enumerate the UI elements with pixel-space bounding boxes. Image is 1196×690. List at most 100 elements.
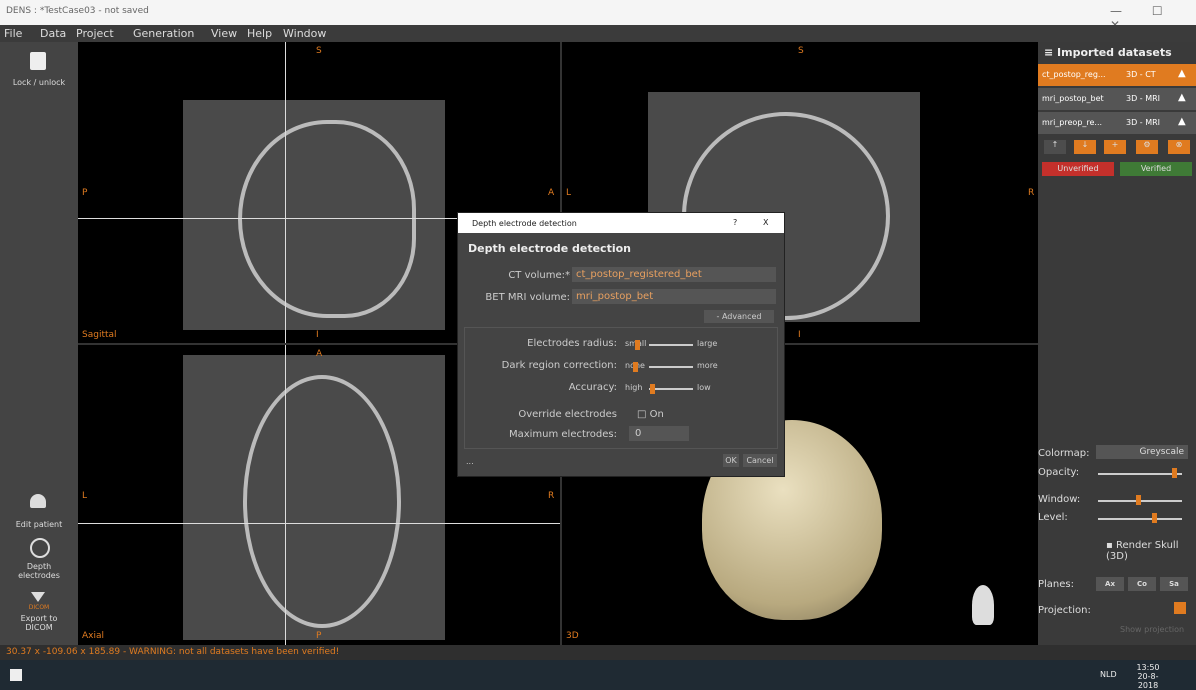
edit-patient-label[interactable]: Edit patient — [15, 520, 63, 529]
dataset-row[interactable]: ct_postop_reg... 3D - CT ▲ — [1038, 64, 1196, 86]
window-title: DENS : *TestCase03 - not saved — [6, 6, 149, 16]
slider-knob[interactable] — [633, 362, 638, 372]
range-min: high — [625, 383, 643, 392]
depth-label[interactable]: Depth electrodes — [18, 562, 60, 580]
menu-item[interactable]: Project — [76, 27, 114, 40]
date: 20-8-2018 — [1137, 672, 1159, 690]
crosshair — [285, 345, 286, 645]
unverified-button[interactable]: Unverified — [1042, 162, 1114, 176]
status-bar: 30.37 x -109.06 x 185.89 - WARNING: not … — [0, 645, 1196, 660]
verified-button[interactable]: Verified — [1120, 162, 1192, 176]
menu-item[interactable]: View — [211, 27, 238, 40]
export-label[interactable]: Export to DICOM — [20, 614, 58, 632]
dicom-icon-label: DICOM — [28, 604, 50, 611]
window-label: Window: — [1038, 494, 1081, 505]
dataset-name: ct_postop_reg... — [1042, 70, 1106, 79]
panel-title: ≡ Imported datasets — [1044, 46, 1172, 59]
render-skull-checkbox[interactable]: ▪ Render Skull (3D) — [1106, 540, 1179, 562]
plane-button[interactable]: Ax — [1096, 577, 1124, 591]
warning-icon: ▲ — [1178, 116, 1186, 127]
sagittal-view[interactable]: S P A I Sagittal — [78, 42, 560, 343]
colormap-label: Colormap: — [1038, 448, 1090, 459]
advanced-button[interactable]: - Advanced — [704, 310, 774, 323]
mri-select[interactable]: mri_postop_bet — [572, 289, 776, 304]
lock-icon[interactable] — [30, 52, 46, 70]
dataset-row[interactable]: mri_postop_bet 3D - MRI ▲ — [1038, 88, 1196, 110]
menu-item[interactable]: Help — [247, 27, 273, 40]
remove-button[interactable]: ⊗ — [1168, 140, 1190, 154]
colormap-select[interactable]: Greyscale — [1096, 445, 1188, 459]
skull — [243, 375, 401, 628]
skull — [238, 120, 416, 318]
level-label: Level: — [1038, 512, 1068, 523]
plane-button[interactable]: Sa — [1160, 577, 1188, 591]
planes-label: Planes: — [1038, 579, 1075, 590]
left-toolbar: Lock / unlock Edit patient Depth electro… — [0, 42, 78, 645]
slider[interactable] — [1098, 518, 1182, 520]
slider[interactable] — [649, 344, 693, 346]
dialog-title: Depth electrode detection — [472, 219, 577, 228]
orient-label: A — [316, 349, 323, 359]
dicom-arrow[interactable] — [31, 592, 45, 602]
dialog-heading: Depth electrode detection — [468, 242, 631, 255]
plane-buttons: Ax Co Sa — [1096, 577, 1196, 591]
slider-knob[interactable] — [635, 340, 640, 350]
right-panel: ≡ Imported datasets ct_postop_reg... 3D -… — [1038, 42, 1196, 645]
menu-bar: File Data Project Generation View Help Window — [0, 25, 1196, 42]
orient-label: S — [798, 46, 804, 56]
close-button[interactable]: X — [763, 218, 769, 227]
projection-button[interactable] — [1174, 602, 1186, 614]
lock-label[interactable]: Lock / unlock — [12, 78, 66, 87]
down-button[interactable]: ↓ — [1074, 140, 1096, 154]
cancel-button[interactable]: Cancel — [743, 454, 777, 467]
max-label: Maximum electrodes: — [508, 429, 617, 440]
settings-button[interactable]: ⚙ — [1136, 140, 1158, 154]
orient-label: I — [798, 330, 801, 340]
orient-label: S — [316, 46, 322, 56]
dialog-title-bar: Depth electrode detection ? X — [458, 213, 784, 233]
max-spinbox[interactable]: 0 — [629, 426, 689, 441]
start-button[interactable] — [10, 669, 22, 681]
orient-label: I — [316, 330, 319, 340]
ct-select[interactable]: ct_postop_registered_bet — [572, 267, 776, 282]
slider-knob[interactable] — [1152, 513, 1157, 523]
orient-label: L — [82, 491, 88, 501]
slider-knob[interactable] — [650, 384, 655, 394]
help-button[interactable]: ? — [733, 218, 738, 227]
override-option: On — [649, 409, 664, 420]
menu-item[interactable]: Generation — [133, 27, 195, 40]
slider[interactable] — [649, 388, 693, 390]
slider-knob[interactable] — [1136, 495, 1141, 505]
dataset-type: 3D - CT — [1126, 70, 1156, 79]
slider-knob[interactable] — [1172, 468, 1177, 478]
menu-item[interactable]: File — [4, 27, 23, 40]
menu-item[interactable]: Data — [40, 27, 67, 40]
dataset-buttons: ↑ ↓ + ⚙ ⊗ — [1044, 140, 1190, 154]
dataset-row[interactable]: mri_preop_re... 3D - MRI ▲ — [1038, 112, 1196, 134]
taskbar: NLD 13:50 20-8-2018 — [0, 660, 1196, 690]
split-button[interactable]: + — [1104, 140, 1126, 154]
electrode-icon[interactable] — [30, 538, 50, 558]
show-projection-label[interactable]: Show projection — [1120, 625, 1185, 634]
panel-title-text: Imported datasets — [1057, 46, 1172, 59]
plane-button[interactable]: Co — [1128, 577, 1156, 591]
crosshair — [78, 218, 560, 219]
axial-view[interactable]: A L R P Axial — [78, 345, 560, 645]
slider[interactable] — [1098, 473, 1182, 475]
menu-item[interactable]: Window — [283, 27, 327, 40]
range-max: large — [697, 339, 718, 348]
render-skull-label: Render Skull (3D) — [1106, 540, 1179, 562]
dataset-type: 3D - MRI — [1126, 94, 1161, 103]
orient-label: R — [548, 491, 555, 501]
ok-button[interactable]: OK — [723, 454, 739, 467]
override-label: Override electrodes — [518, 409, 617, 420]
slider[interactable] — [649, 366, 693, 368]
orient-label: L — [566, 188, 572, 198]
language: NLD — [1100, 670, 1117, 679]
dataset-type: 3D - MRI — [1126, 118, 1161, 127]
up-button[interactable]: ↑ — [1044, 140, 1066, 154]
patient-icon[interactable] — [30, 494, 46, 508]
range-max: low — [697, 383, 711, 392]
override-checkbox[interactable]: □ On — [637, 409, 664, 420]
